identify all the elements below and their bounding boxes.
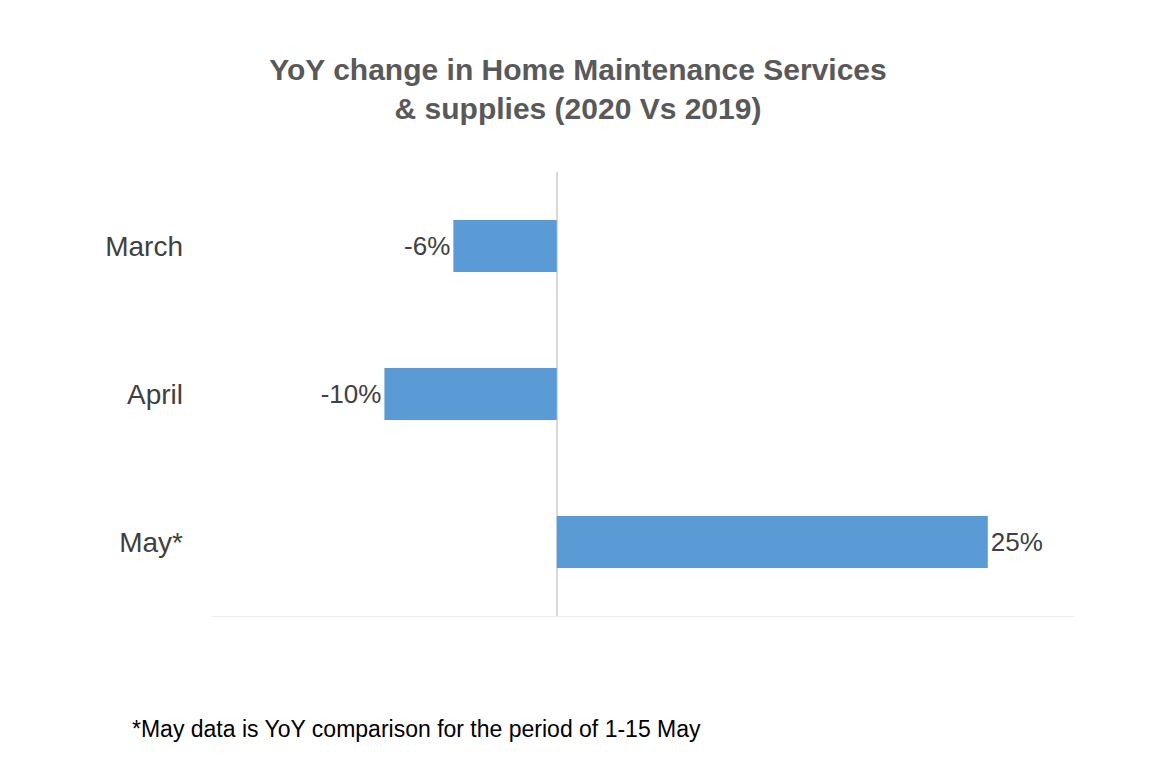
svg-text:*May data is YoY comparison fo: *May data is YoY comparison for the peri… (132, 716, 701, 742)
svg-text:April: April (127, 379, 183, 410)
svg-text:YoY change in Home Maintenance: YoY change in Home Maintenance Services&… (269, 53, 886, 125)
svg-text:-6%: -6% (404, 231, 450, 261)
svg-text:May*: May* (119, 527, 183, 558)
svg-text:-10%: -10% (321, 379, 382, 409)
svg-text:25%: 25% (991, 527, 1043, 557)
svg-text:March: March (105, 231, 183, 262)
